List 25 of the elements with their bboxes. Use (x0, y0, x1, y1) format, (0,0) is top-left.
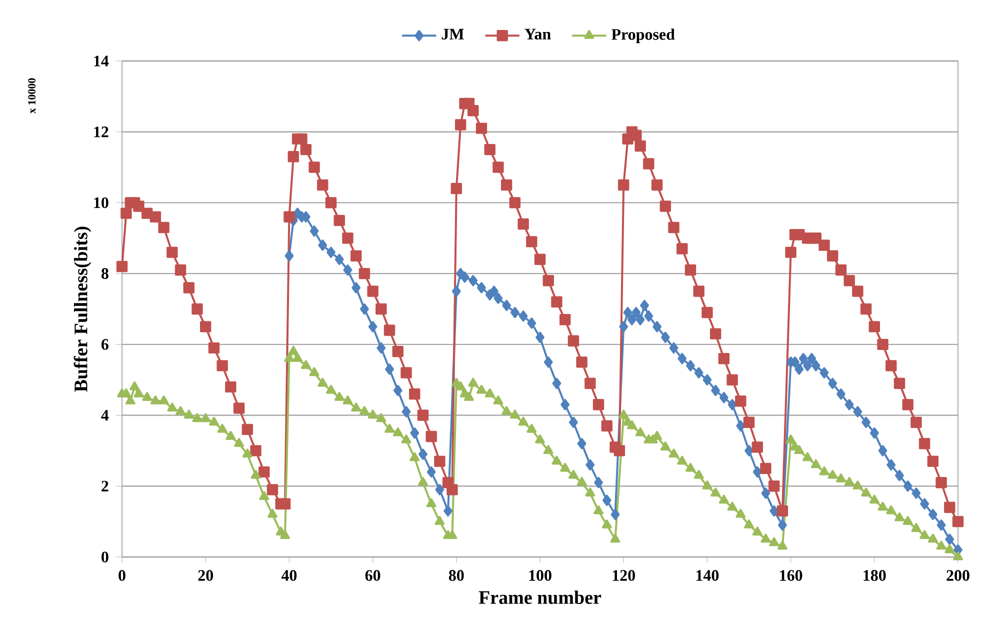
x-tick-label: 80 (448, 570, 464, 581)
x-axis-title: Frame number (478, 590, 602, 604)
x-tick-label: 0 (118, 570, 126, 581)
x-tick-label: 120 (612, 570, 635, 581)
y-tick-label: 12 (94, 126, 108, 138)
legend-label: JM (442, 28, 464, 40)
text: x 10000 (28, 78, 36, 114)
x-tick-label: 60 (365, 570, 380, 581)
x-tick-label: 200 (946, 570, 970, 581)
x-tick-label: 20 (198, 570, 214, 581)
y-tick-label: 4 (101, 410, 109, 421)
x-tick-label: 160 (780, 570, 802, 581)
y-tick-label: 0 (102, 552, 108, 562)
y-tick-label: 14 (94, 56, 109, 66)
legend-label: Yan (524, 28, 551, 40)
y-tick-label: 8 (101, 268, 108, 279)
y-tick-label: 6 (101, 339, 108, 350)
x-tick-label: 140 (696, 570, 719, 581)
legend-label: Proposed (612, 28, 675, 44)
x-tick-label: 180 (864, 570, 886, 581)
x-tick-label: 40 (281, 570, 297, 581)
y-tick-label: 2 (102, 480, 108, 492)
x-tick-label: 100 (529, 570, 552, 581)
y-axis-title: Buffer Fullness(bits) (74, 226, 92, 392)
y-tick-label: 10 (94, 197, 108, 208)
